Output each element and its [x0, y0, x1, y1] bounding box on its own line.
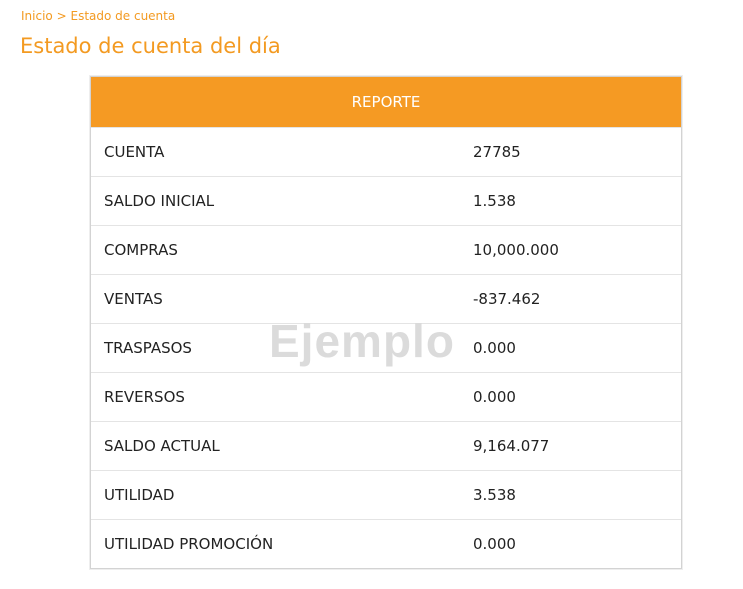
table-row-compras: COMPRAS 10,000.000 [91, 225, 681, 274]
table-row-ventas: VENTAS -837.462 [91, 274, 681, 323]
row-value: 0.000 [473, 339, 516, 357]
row-value: -837.462 [473, 290, 541, 308]
row-label: COMPRAS [104, 241, 178, 259]
table-row-reversos: REVERSOS 0.000 [91, 372, 681, 421]
page-title: Estado de cuenta del día [20, 34, 281, 58]
row-value: 10,000.000 [473, 241, 559, 259]
row-value: 3.538 [473, 486, 516, 504]
row-label: REVERSOS [104, 388, 185, 406]
breadcrumb-separator: > [56, 9, 67, 23]
row-value: 0.000 [473, 535, 516, 553]
row-label: SALDO INICIAL [104, 192, 215, 210]
table-row-saldo-actual: SALDO ACTUAL 9,164.077 [91, 421, 681, 470]
row-label: VENTAS [104, 290, 163, 308]
row-value: 1.538 [473, 192, 516, 210]
table-row-cuenta: CUENTA 27785 [91, 127, 681, 176]
breadcrumb-home-link[interactable]: Inicio [21, 9, 53, 23]
report-table: REPORTE CUENTA 27785 SALDO INICIAL 1.538… [90, 76, 682, 569]
row-label: TRASPASOS [104, 339, 192, 357]
breadcrumb-current[interactable]: Estado de cuenta [70, 9, 176, 23]
row-value: 9,164.077 [473, 437, 550, 455]
row-label: UTILIDAD PROMOCIÓN [104, 535, 274, 553]
table-row-utilidad: UTILIDAD 3.538 [91, 470, 681, 519]
report-header: REPORTE [91, 77, 681, 127]
row-value: 27785 [473, 143, 521, 161]
table-row-utilidad-promocion: UTILIDAD PROMOCIÓN 0.000 [91, 519, 681, 568]
row-label: SALDO ACTUAL [104, 437, 220, 455]
breadcrumb: Inicio > Estado de cuenta [21, 9, 175, 23]
table-row-saldo-inicial: SALDO INICIAL 1.538 [91, 176, 681, 225]
table-row-traspasos: TRASPASOS 0.000 [91, 323, 681, 372]
row-label: CUENTA [104, 143, 165, 161]
row-label: UTILIDAD [104, 486, 175, 504]
row-value: 0.000 [473, 388, 516, 406]
